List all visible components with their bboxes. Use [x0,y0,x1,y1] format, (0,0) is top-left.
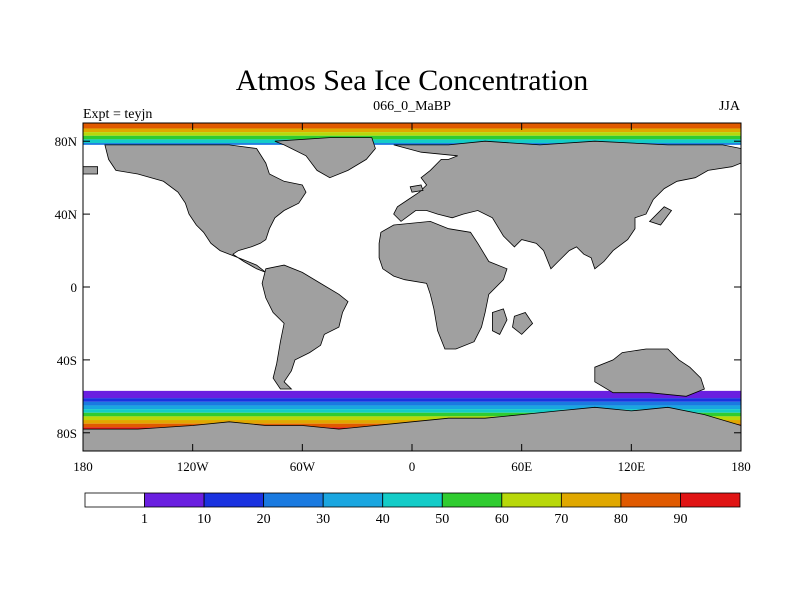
colorbar-label: 20 [257,512,271,527]
land-india-sub [512,312,534,335]
x-tick-label: 120E [618,459,646,474]
y-axis-ticks: 80N 40N 0 40S 80S [55,134,741,441]
colorbar-label: 1 [141,512,148,527]
colorbar-label: 50 [435,512,449,527]
subtitle-center: 066_0_MaBP [373,99,451,114]
north-ice-band [83,135,741,140]
colorbar-swatch [680,492,741,508]
south-ice-band [83,412,741,417]
colorbar-swatch [620,492,681,508]
x-tick-label: 0 [409,459,416,474]
y-tick-label: 0 [71,280,78,295]
colorbar-label: 80 [614,512,628,527]
subtitle-right: JJA [719,99,741,114]
colorbar-swatch [501,492,562,508]
subtitle-left: Expt = teyjn [83,107,152,122]
land-south-america [261,264,349,390]
land-madagascar [491,308,508,335]
chart-title: Atmos Sea Ice Concentration [236,64,588,97]
land-antarctica [83,406,741,451]
land-north-america [104,144,307,273]
y-tick-label: 80N [55,134,78,149]
colorbar-swatch [441,492,503,508]
colorbar-label: 30 [316,512,330,527]
colorbar: 1 10 20 30 40 50 60 70 80 90 [84,492,741,527]
colorbar-label: 10 [197,512,211,527]
x-tick-label: 60W [290,459,316,474]
colorbar-swatch [560,492,622,508]
land-africa [378,220,508,350]
land-australia [594,348,705,397]
south-ice-band [83,409,741,413]
south-ice-band [83,405,741,410]
x-tick-label: 120W [177,459,210,474]
x-tick-label: 60E [511,459,532,474]
north-ice-band [83,132,741,136]
colorbar-label: 40 [376,512,390,527]
land-bering-island [83,166,98,175]
colorbar-swatch [144,492,205,508]
colorbar-swatch [322,492,384,508]
map-plot-area [83,123,741,451]
south-ice-band [83,401,741,406]
y-tick-label: 40N [55,207,78,222]
colorbar-swatch [203,492,265,508]
colorbar-label: 70 [554,512,568,527]
colorbar-swatch [84,492,145,508]
south-ice-band [83,390,741,399]
north-ice-band [83,139,741,144]
land-japan [648,206,673,226]
south-ice-band [83,416,741,421]
south-ice-band [83,398,741,402]
colorbar-label: 60 [495,512,509,527]
north-ice-band [83,143,741,145]
x-tick-label: 180 [73,459,93,474]
land-arctic-island-1 [409,184,424,193]
land-greenland [274,137,376,179]
y-tick-label: 40S [57,353,77,368]
colorbar-swatch [382,492,443,508]
land-eurasia [393,140,741,270]
colorbar-swatch [263,492,324,508]
colorbar-label: 90 [673,512,687,527]
x-axis-ticks: 180 120W 60W 0 60E 120E 180 [73,123,751,474]
land-masses [83,137,741,451]
y-tick-label: 80S [57,426,77,441]
x-tick-label: 180 [731,459,751,474]
north-ice-band [83,128,741,133]
